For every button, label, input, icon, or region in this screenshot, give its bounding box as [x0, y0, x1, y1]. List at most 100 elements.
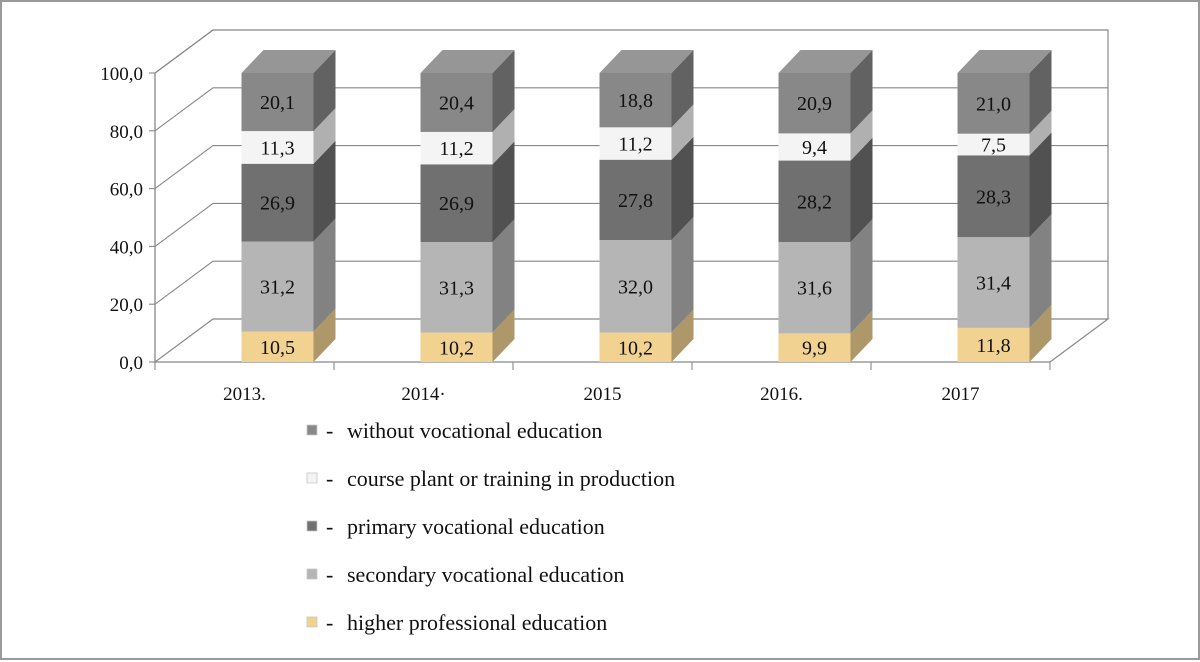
data-label: 26,9 — [439, 193, 474, 215]
bar-segment — [599, 332, 672, 362]
bar-segment — [778, 242, 851, 334]
data-label: 9,4 — [802, 137, 827, 159]
bar-segment-top — [241, 50, 336, 73]
legend-swatch — [306, 424, 318, 436]
bar-segment-side — [492, 108, 515, 165]
data-label: 11,8 — [976, 335, 1010, 357]
bar-segment — [420, 131, 493, 165]
bar-segment-side — [850, 110, 873, 161]
bar-segment-side — [850, 219, 873, 334]
data-label: 28,3 — [976, 186, 1011, 208]
gridline — [154, 29, 1108, 74]
legend-swatch — [306, 472, 318, 484]
bar-segment-top — [420, 50, 515, 73]
data-label: 10,2 — [439, 337, 474, 359]
x-tick-label: 2015 — [584, 384, 622, 405]
bar-segment-side — [850, 310, 873, 362]
bar-segment-side — [1029, 304, 1052, 362]
bar-segment — [241, 73, 314, 132]
legend-marker: - — [326, 562, 333, 587]
bars: 10,5 31,2 26,9 11,3 20,1 10,2 31,3 26,9 11,2 20,4… — [241, 50, 1052, 362]
bar-segment — [420, 242, 493, 333]
data-label: 27,8 — [618, 190, 653, 212]
legend-marker: - — [326, 514, 333, 539]
bar-segment-top — [957, 50, 1052, 73]
data-label: 11,2 — [618, 134, 652, 156]
data-label: 11,3 — [260, 137, 294, 159]
bar-stack: 10,2 31,3 26,9 11,2 20,4 — [420, 50, 515, 362]
data-label: 31,4 — [976, 273, 1011, 295]
bar-segment — [420, 164, 493, 243]
data-label: 21,0 — [976, 93, 1011, 115]
legend-marker: - — [326, 610, 333, 635]
bar-segment — [599, 127, 672, 160]
bar-segment — [420, 73, 493, 132]
data-label: 10,2 — [618, 337, 653, 359]
x-tick-label: 2016. — [760, 384, 803, 405]
bar-stack: 10,5 31,2 26,9 11,3 20,1 — [241, 50, 336, 362]
bar-segment-side — [671, 309, 694, 362]
bar-segment — [599, 159, 672, 241]
bar-segment-side — [671, 217, 694, 333]
data-label: 31,3 — [439, 277, 474, 299]
bar-segment-side — [313, 50, 336, 132]
bar-segment-side — [492, 219, 515, 333]
bar-segment — [420, 332, 493, 362]
y-tick-label: 20,0 — [110, 295, 143, 316]
bar-segment — [957, 155, 1030, 238]
bar-segment-side — [671, 50, 694, 128]
legend-swatch — [306, 616, 318, 628]
y-tick-label: 80,0 — [110, 122, 143, 143]
bar-segment — [778, 133, 851, 161]
x-tick-label: 2014· — [401, 384, 445, 405]
legend-label: higher professional education — [347, 610, 607, 635]
bar-segment-side — [492, 309, 515, 362]
y-tick-label: 60,0 — [110, 180, 143, 201]
bar-segment — [241, 163, 314, 242]
legend-label: secondary vocational education — [347, 562, 624, 587]
bar-segment-side — [313, 308, 336, 362]
data-label: 9,9 — [802, 338, 827, 360]
legend-label: without vocational education — [347, 418, 602, 443]
data-label: 11,2 — [439, 138, 473, 160]
bar-segment-side — [1029, 132, 1052, 238]
data-label: 32,0 — [618, 276, 653, 298]
legend-marker: - — [326, 418, 333, 443]
bar-segment-side — [1029, 110, 1052, 156]
bar-segment — [957, 237, 1030, 328]
y-tick-label: 100,0 — [100, 64, 143, 85]
bar-segment-side — [850, 137, 873, 243]
bar-segment — [778, 73, 851, 134]
bar-segment — [599, 73, 672, 128]
legend: - without vocational education-course pla… — [306, 418, 675, 635]
data-label: 10,5 — [260, 337, 295, 359]
bar-segment-top — [778, 50, 873, 73]
bar-segment — [778, 160, 851, 243]
bar-segment-top — [599, 50, 694, 73]
bar-stack: 10,2 32,0 27,8 11,2 18,8 — [599, 50, 694, 362]
bar-stack: 11,8 31,4 28,3 7,5 21,0 — [957, 50, 1052, 362]
bar-stack: 9,9 31,6 28,2 9,4 20,9 — [778, 50, 873, 362]
bar-segment-side — [492, 141, 515, 243]
bar-segment — [241, 331, 314, 362]
data-label: 26,9 — [260, 193, 295, 215]
data-label: 20,4 — [439, 92, 474, 114]
bar-segment — [599, 240, 672, 333]
bar-segment — [957, 327, 1030, 362]
x-axis: 2013. 2014· 2015 2016. 2017 — [154, 361, 1051, 405]
y-tick-label: 0,0 — [119, 353, 143, 374]
bar-segment-side — [1029, 214, 1052, 328]
bar-segment-side — [492, 50, 515, 132]
bar-segment-side — [850, 50, 873, 134]
bar-segment-side — [313, 108, 336, 164]
bar-segment — [957, 133, 1030, 156]
legend-swatch — [306, 520, 318, 532]
data-label: 7,5 — [981, 135, 1006, 157]
data-label: 18,8 — [618, 90, 653, 112]
bar-segment — [957, 73, 1030, 134]
x-tick-label: 2017 — [942, 384, 980, 405]
legend-label: course plant or training in production — [347, 466, 675, 491]
bar-segment — [778, 333, 851, 362]
legend-marker: - — [326, 466, 333, 491]
x-tick-label: 2013. — [223, 384, 266, 405]
